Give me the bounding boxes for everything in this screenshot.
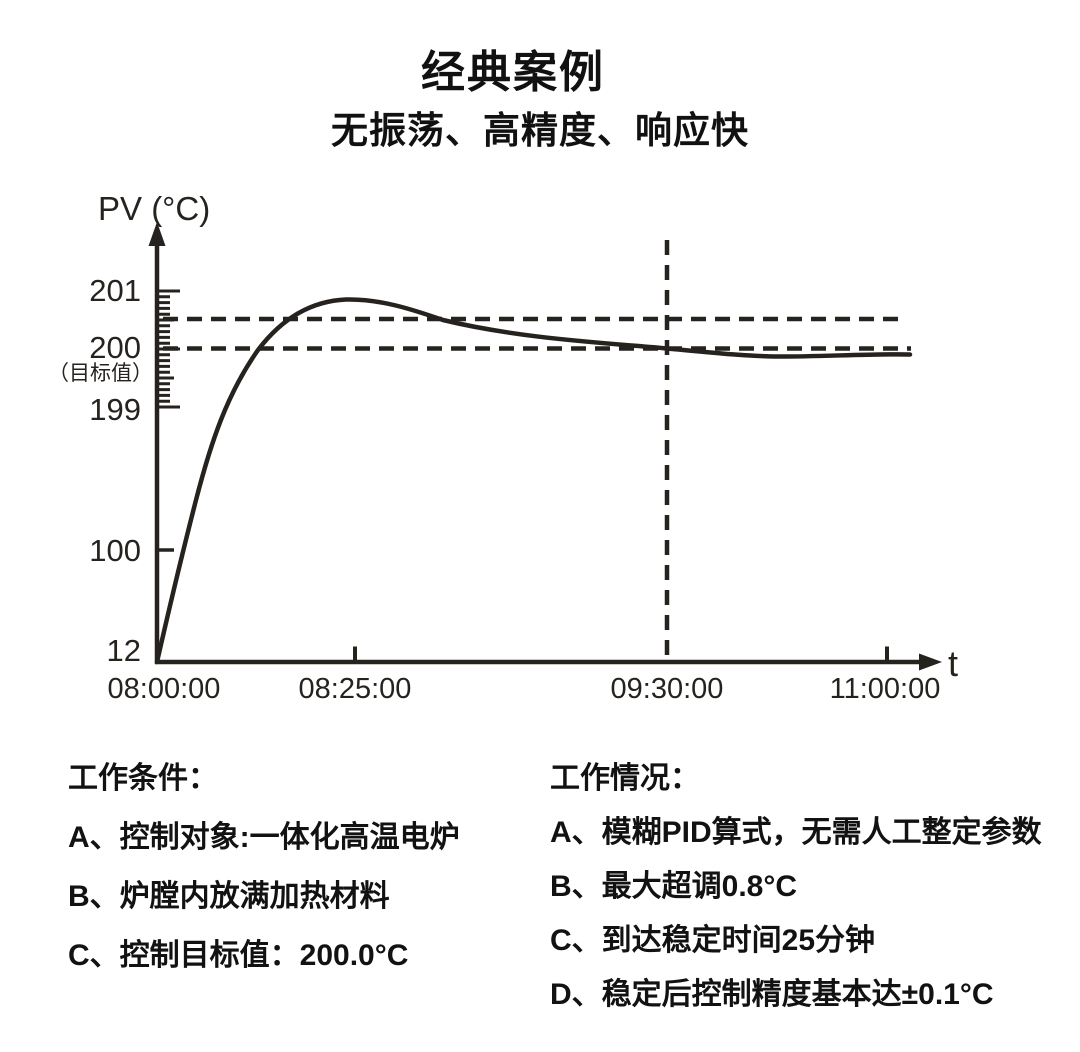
y-tick-200: 200 xyxy=(89,330,141,365)
y-axis-label: PV (°C) xyxy=(98,190,210,227)
x-tick-080000: 08:00:00 xyxy=(108,673,221,705)
working-conditions-header: 工作条件： xyxy=(68,762,218,795)
x-tick-093000: 09:30:00 xyxy=(611,673,724,705)
pv-response-chart: PV (°C) t 201 200 （目标值） 199 100 12 08:00… xyxy=(0,170,1080,730)
chart-canvas: PV (°C) t 201 200 （目标值） 199 100 12 08:00… xyxy=(48,190,958,705)
working-result-item-d: D、稳定后控制精度基本达±0.1°C xyxy=(550,978,994,1011)
x-axis-tick-marks xyxy=(353,646,889,661)
y-axis-ruler-ticks xyxy=(159,289,180,409)
y-tick-12: 12 xyxy=(107,633,141,668)
x-axis-right-arrow-icon xyxy=(919,653,942,671)
working-result-item-c: C、到达稳定时间25分钟 xyxy=(550,924,876,957)
working-conditions-column: 工作条件： A、控制对象:一体化高温电炉 B、炉膛内放满加热材料 C、控制目标值… xyxy=(68,762,508,998)
pv-curve xyxy=(154,297,913,665)
x-tick-082500: 08:25:00 xyxy=(299,673,412,705)
x-axis-label: t xyxy=(948,643,958,684)
working-results-column: 工作情况： A、模糊PID算式，无需人工整定参数 B、最大超调0.8°C C、到… xyxy=(550,762,1050,1032)
x-tick-110000: 11:00:00 xyxy=(830,673,941,705)
working-condition-item-c: C、控制目标值：200.0°C xyxy=(68,939,409,972)
working-condition-item-b: B、炉膛内放满加热材料 xyxy=(68,880,390,913)
page-title: 经典案例 xyxy=(421,48,605,97)
y-axis-up-arrow-icon xyxy=(148,222,166,246)
working-results-header: 工作情况： xyxy=(550,762,700,795)
y-tick-201: 201 xyxy=(89,273,141,308)
y-tick-199: 199 xyxy=(89,392,141,427)
working-result-item-a: A、模糊PID算式，无需人工整定参数 xyxy=(550,816,1042,849)
y-target-note: （目标值） xyxy=(48,362,153,385)
page-subtitle: 无振荡、高精度、响应快 xyxy=(331,110,749,151)
working-result-item-b: B、最大超调0.8°C xyxy=(550,870,798,903)
working-condition-item-a: A、控制对象:一体化高温电炉 xyxy=(68,821,460,854)
y-tick-100: 100 xyxy=(89,533,141,568)
